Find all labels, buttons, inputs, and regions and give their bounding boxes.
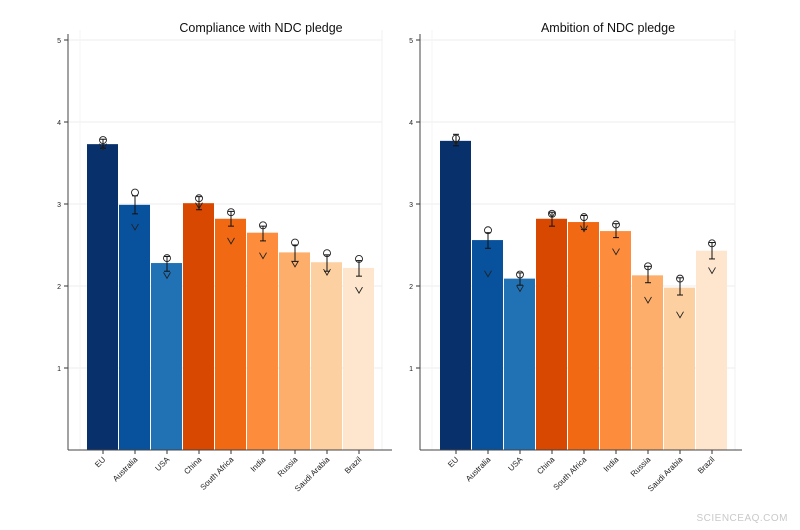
bar-india [247,232,278,450]
bar-south-africa [568,222,599,450]
x-tick-label: China [182,455,204,477]
y-tick-label: 3 [409,202,413,209]
bar-saudi-arabia [664,287,695,450]
x-tick-label: Saudi Arabia [293,455,332,494]
panel-1: 1 2 3 4 5 Compliance with NDC pledge EU Austral… [57,21,392,493]
bar-china [183,203,214,450]
chart-title: Compliance with NDC pledge [179,21,342,35]
bar-india [600,231,631,450]
x-tick-label: EU [446,455,460,469]
circle-marker [644,262,652,271]
bar-russia [632,275,663,450]
v-marker [291,260,299,268]
circle-marker [195,194,203,203]
bar-brazil [343,267,374,450]
y-tick-label: 4 [57,120,61,127]
v-marker [323,268,331,276]
v-marker [355,286,363,294]
v-marker [484,270,492,278]
circle-marker [676,274,684,283]
x-tick-label: USA [153,455,171,473]
y-tick-label: 5 [409,38,413,45]
bar-russia [279,252,310,450]
bar-eu [87,144,118,450]
v-marker [163,272,171,280]
bar-brazil [696,250,727,450]
circle-marker [99,136,107,144]
x-tick-label: EU [93,455,107,469]
x-tick-label: Saudi Arabia [646,455,685,494]
y-tick-label: 5 [57,38,61,45]
v-marker [99,143,107,151]
v-marker [195,202,203,210]
x-tick-label: Australia [111,455,140,484]
v-marker [580,225,588,233]
circle-marker [291,238,299,247]
x-tick-label: South Africa [199,455,236,492]
circle-marker [227,208,235,217]
bar-usa [504,278,535,450]
x-tick-label: China [535,455,557,477]
bar-usa [151,263,182,450]
v-marker [516,285,524,293]
watermark: SCIENCEAQ.COM [696,513,788,524]
bar-china [536,218,567,450]
circle-marker [612,220,620,229]
bar-australia [119,204,150,450]
circle-marker [323,249,331,258]
v-marker [644,296,652,304]
y-tick-label: 1 [409,366,413,373]
y-tick-label: 2 [57,284,61,291]
x-tick-label: Russia [629,455,653,479]
v-marker [708,267,716,275]
v-marker [452,138,460,146]
bar-south-africa [215,218,246,450]
bar-eu [440,140,471,451]
v-marker [227,237,235,245]
circle-marker [580,213,588,222]
y-tick-label: 4 [409,120,413,127]
x-tick-label: Brazil [696,455,717,476]
y-tick-label: 2 [409,284,413,291]
circle-marker [484,226,492,235]
circle-marker [452,134,460,143]
bar-australia [472,240,503,450]
x-tick-label: USA [506,455,524,473]
circle-marker [163,254,171,263]
v-marker [612,248,620,256]
v-marker [548,211,556,219]
x-tick-label: Brazil [343,455,364,476]
y-tick-label: 1 [57,366,61,373]
v-marker [259,252,267,260]
circle-marker [259,221,267,230]
v-marker [676,311,684,319]
x-tick-label: India [249,455,268,474]
chart-title: Ambition of NDC pledge [541,21,675,35]
y-tick-label: 3 [57,202,61,209]
v-marker [131,223,139,231]
circle-marker [131,188,139,197]
x-tick-label: South Africa [552,455,589,492]
circle-marker [516,270,524,279]
circle-marker [355,254,363,263]
circle-marker [708,239,716,248]
x-tick-label: Russia [276,455,300,479]
x-tick-label: Australia [464,455,493,484]
bar-saudi-arabia [311,262,342,450]
x-tick-label: India [602,455,621,474]
panel-2: 1 2 3 4 5 Ambition of NDC pledge EU Australia US… [409,21,742,493]
